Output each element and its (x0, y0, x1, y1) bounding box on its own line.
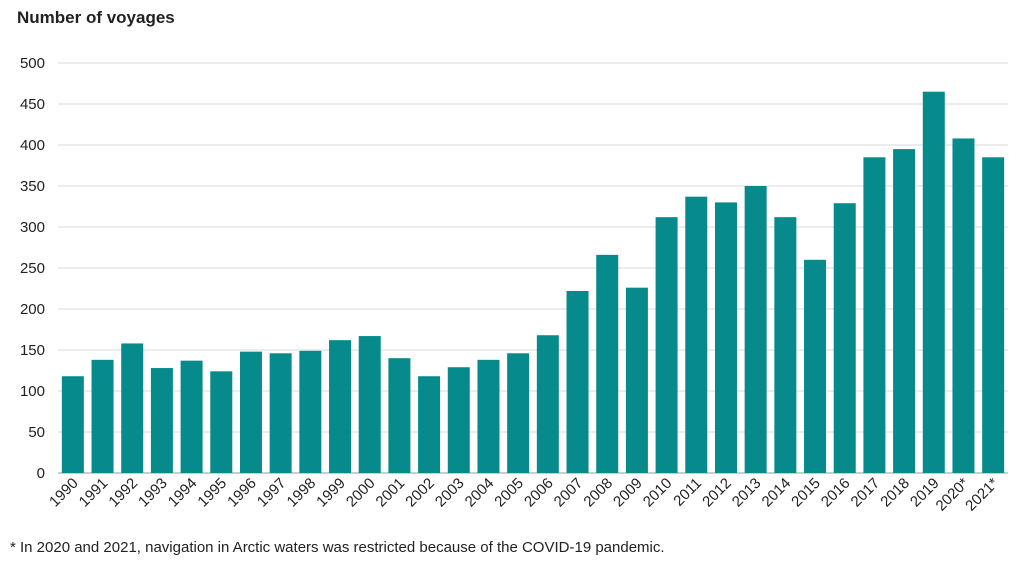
x-tick-label: 2020* (933, 475, 973, 515)
bar-1992 (121, 343, 144, 473)
bar-1994 (180, 360, 203, 473)
x-tick-label: 2011 (670, 475, 705, 510)
bar-1999 (329, 340, 352, 473)
x-tick-label: 2018 (877, 475, 913, 511)
y-tick-label: 350 (20, 178, 45, 195)
bar-2010 (655, 217, 678, 473)
x-tick-label: 2008 (580, 475, 616, 511)
x-tick-label: 1995 (194, 475, 230, 511)
bar-2001 (388, 358, 411, 473)
bar-2013 (744, 186, 767, 473)
x-tick-label: 2007 (551, 475, 587, 511)
y-tick-label: 200 (20, 301, 45, 318)
bar-1993 (150, 368, 173, 473)
y-tick-label: 150 (20, 342, 45, 359)
x-tick-label: 2000 (343, 475, 379, 511)
x-tick-label: 1994 (165, 475, 201, 511)
bar-2007 (566, 290, 589, 473)
x-tick-label: 2021* (962, 475, 1002, 515)
bar-1990 (61, 376, 84, 473)
bar-1997 (269, 353, 292, 473)
x-tick-label: 1998 (284, 475, 320, 511)
bar-1996 (239, 351, 262, 473)
x-tick-label: 2002 (402, 475, 438, 511)
chart-title: Number of voyages (17, 8, 175, 27)
bar-2012 (714, 202, 737, 473)
y-tick-label: 450 (20, 96, 45, 113)
bar-2003 (447, 367, 470, 473)
bar-2020 (952, 138, 975, 473)
x-tick-label: 2006 (521, 475, 557, 511)
y-tick-label: 100 (20, 383, 45, 400)
bar-2002 (418, 376, 441, 473)
x-tick-label: 2015 (788, 475, 824, 511)
y-tick-label: 50 (28, 424, 45, 441)
x-tick-label: 2013 (729, 475, 765, 511)
bar-2017 (863, 157, 886, 474)
y-tick-label: 500 (20, 55, 45, 72)
x-tick-label: 2016 (818, 475, 854, 511)
x-tick-label: 2005 (491, 475, 527, 511)
x-tick-label: 1990 (46, 475, 82, 511)
y-tick-label: 400 (20, 137, 45, 154)
x-tick-label: 2009 (610, 475, 646, 511)
y-tick-label: 0 (37, 465, 45, 482)
bar-2016 (833, 203, 856, 473)
bar-1998 (299, 350, 322, 473)
x-tick-label: 1992 (105, 475, 141, 511)
x-tick-label: 1996 (224, 475, 260, 511)
bar-2011 (685, 196, 708, 473)
bar-1991 (91, 359, 114, 473)
bar-2021 (982, 157, 1005, 474)
bar-2015 (804, 259, 827, 473)
bar-2019 (922, 91, 945, 473)
x-tick-label: 1993 (135, 475, 171, 511)
y-tick-label: 250 (20, 260, 45, 277)
bar-2005 (507, 353, 530, 473)
x-tick-label: 2004 (462, 475, 498, 511)
x-tick-label: 1991 (76, 475, 112, 511)
bar-2000 (358, 336, 381, 473)
x-tick-label: 1997 (254, 475, 290, 511)
x-tick-label: 2003 (432, 475, 468, 511)
bar-2018 (893, 149, 916, 473)
bar-2004 (477, 359, 500, 473)
bar-2014 (774, 217, 797, 473)
x-tick-label: 2017 (848, 475, 884, 511)
x-tick-label: 2014 (759, 475, 795, 511)
x-tick-label: 1999 (313, 475, 349, 511)
y-tick-label: 300 (20, 219, 45, 236)
x-tick-label: 2001 (373, 475, 409, 511)
x-tick-label: 2010 (640, 475, 676, 511)
footnote: * In 2020 and 2021, navigation in Arctic… (10, 539, 665, 556)
bar-2009 (625, 287, 648, 473)
bar-2008 (596, 254, 619, 473)
bar-2006 (536, 335, 559, 473)
bar-1995 (210, 371, 233, 473)
x-tick-label: 2012 (699, 475, 735, 511)
